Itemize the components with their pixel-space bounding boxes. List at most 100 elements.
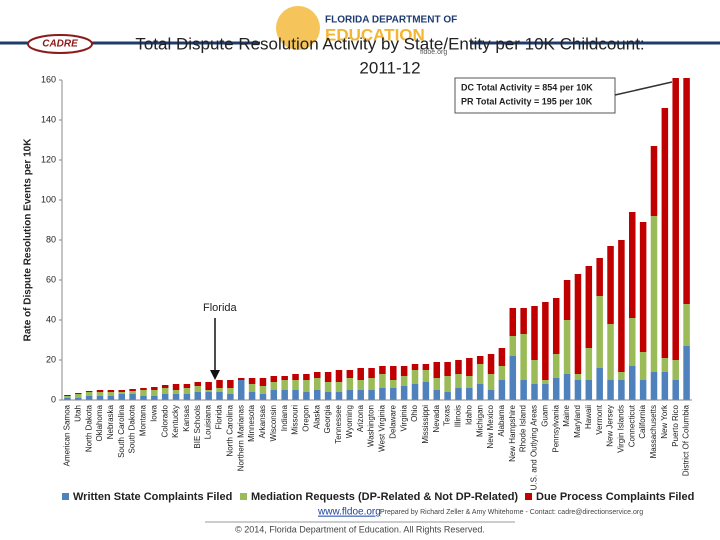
bar-segment bbox=[259, 386, 267, 394]
x-tick-label: Rhode Island bbox=[519, 405, 528, 452]
x-tick-label: Indiana bbox=[280, 404, 289, 431]
bar-segment bbox=[639, 380, 647, 400]
bar-segment bbox=[248, 378, 256, 384]
bar-segment bbox=[270, 390, 278, 400]
bar-segment bbox=[161, 388, 169, 394]
x-tick-label: Alaska bbox=[312, 404, 321, 429]
site: fldoe.org bbox=[420, 49, 447, 56]
x-tick-label: Ohio bbox=[410, 404, 419, 421]
bar-segment bbox=[411, 370, 419, 384]
bar-segment bbox=[509, 336, 517, 356]
bar-segment bbox=[140, 396, 147, 400]
y-tick-label: 40 bbox=[46, 314, 56, 324]
bar-segment bbox=[379, 388, 386, 400]
bar-segment bbox=[172, 384, 180, 390]
bar-segment bbox=[346, 390, 354, 400]
bar-segment bbox=[259, 378, 267, 386]
bar-segment bbox=[400, 376, 408, 386]
chart-subtitle: 2011-12 bbox=[359, 58, 420, 77]
x-tick-label: Oregon bbox=[302, 405, 311, 432]
x-tick-label: Iowa bbox=[149, 404, 158, 421]
bar-segment bbox=[281, 390, 288, 400]
x-tick-label: South Carolina bbox=[117, 404, 126, 457]
x-tick-label: Colorado bbox=[160, 404, 169, 437]
fldoe-sun bbox=[276, 6, 320, 50]
x-tick-label: Nebraska bbox=[106, 404, 115, 439]
bar-segment bbox=[422, 382, 430, 400]
bar-segment bbox=[498, 380, 506, 400]
x-tick-label: Illinois bbox=[454, 405, 463, 427]
bar-segment bbox=[672, 380, 679, 400]
bar-segment bbox=[422, 364, 430, 370]
bar-segment bbox=[563, 320, 571, 374]
bar-segment bbox=[444, 392, 451, 400]
bar-segment bbox=[75, 393, 82, 394]
x-tick-label: New Jersey bbox=[606, 405, 615, 447]
bar-segment bbox=[314, 390, 321, 400]
bar-segment bbox=[292, 390, 299, 400]
annotation: Florida bbox=[203, 302, 238, 314]
bar-segment bbox=[118, 392, 125, 394]
plot bbox=[64, 78, 690, 400]
bar-segment bbox=[455, 374, 462, 388]
bar-segment bbox=[64, 396, 71, 398]
bar-segment bbox=[75, 398, 82, 400]
bar-segment bbox=[64, 395, 71, 396]
cadre-logo bbox=[27, 34, 93, 54]
x-tick-label: Tennessee bbox=[334, 404, 343, 443]
bar-segment bbox=[140, 390, 147, 396]
bar-segment bbox=[183, 388, 191, 394]
bar-segment bbox=[205, 390, 212, 392]
y-tick-label: 0 bbox=[51, 394, 56, 404]
y-tick-label: 120 bbox=[41, 154, 56, 164]
bar-segment bbox=[172, 390, 180, 394]
bar-segment bbox=[672, 78, 679, 360]
bar-segment bbox=[151, 387, 158, 390]
florida-arrowhead bbox=[210, 370, 220, 380]
x-tick-label: Massachusetts bbox=[649, 405, 658, 458]
x-tick-label: West Virginia bbox=[378, 404, 387, 451]
bar-segment bbox=[270, 376, 278, 382]
legend-label: Due Process Complaints Filed bbox=[536, 491, 694, 503]
bar-segment bbox=[476, 364, 484, 384]
x-tick-label: U.S. and Outlying Areas bbox=[530, 405, 539, 490]
bar-segment bbox=[303, 380, 310, 392]
bar-segment bbox=[585, 380, 593, 400]
bar-segment bbox=[335, 382, 343, 392]
bar-segment bbox=[585, 348, 593, 380]
bar-segment bbox=[618, 372, 625, 380]
x-tick-label: Oklahoma bbox=[95, 404, 104, 441]
bar-segment bbox=[563, 280, 571, 320]
footer-url[interactable]: www.fldoe.org bbox=[317, 507, 381, 518]
x-tick-label: Arkansas bbox=[258, 405, 267, 438]
y-tick-label: 100 bbox=[41, 194, 56, 204]
bar-segment bbox=[324, 372, 332, 382]
bar-segment bbox=[140, 388, 147, 390]
x-tick-label: New York bbox=[660, 404, 669, 439]
legend-swatch bbox=[525, 493, 532, 500]
bar-segment bbox=[574, 380, 582, 400]
annotation: DC Total Activity = 854 per 10K bbox=[461, 82, 593, 92]
bar-segment bbox=[552, 298, 560, 354]
bar-segment bbox=[639, 222, 647, 352]
x-tick-label: Utah bbox=[73, 405, 82, 422]
bar-segment bbox=[433, 362, 440, 378]
bar-segment bbox=[683, 304, 690, 346]
x-tick-label: Alabama bbox=[497, 404, 506, 436]
x-tick-label: Puerto Rico bbox=[671, 404, 680, 446]
bar-segment bbox=[629, 212, 636, 318]
bar-segment bbox=[151, 396, 158, 400]
x-tick-label: South Dakota bbox=[128, 404, 137, 453]
x-tick-label: Idaho bbox=[464, 404, 473, 425]
x-tick-label: Nevada bbox=[432, 404, 441, 432]
bar-segment bbox=[683, 78, 690, 304]
x-tick-label: Wyoming bbox=[345, 405, 354, 438]
bar-segment bbox=[172, 394, 180, 400]
bar-segment bbox=[281, 380, 288, 390]
bar-segment bbox=[194, 382, 202, 386]
bar-segment bbox=[183, 384, 191, 388]
bar-segment bbox=[498, 348, 506, 366]
bar-segment bbox=[661, 108, 669, 358]
